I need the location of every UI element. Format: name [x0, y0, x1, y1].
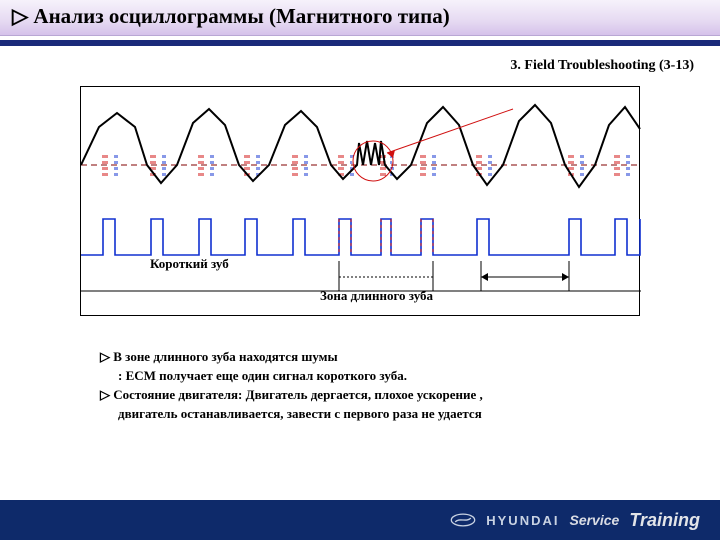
header-rule — [0, 40, 720, 46]
footer-brand: HYUNDAI — [486, 513, 559, 528]
section-subheader: 3. Field Troubleshooting (3-13) — [510, 58, 694, 74]
footer-service: Service — [569, 512, 619, 528]
waveform-svg — [81, 87, 641, 317]
explanation-line: двигатель останавливается, завести с пер… — [118, 405, 640, 424]
footer-logo: HYUNDAI Service Training — [450, 506, 700, 534]
explanation-line: ▷ Состояние двигателя: Двигатель дергает… — [100, 386, 640, 405]
title-bullet: ▷ — [12, 4, 28, 28]
footer-training: Training — [629, 510, 700, 531]
footer-bar: HYUNDAI Service Training — [0, 500, 720, 540]
title-text: Анализ осциллограммы (Магнитного типа) — [33, 4, 449, 28]
waveform-panel — [80, 86, 640, 316]
hyundai-emblem-icon — [450, 512, 476, 528]
explanation-line: ▷ В зоне длинного зуба находятся шумы — [100, 348, 640, 367]
label-long-tooth-zone: Зона длинного зуба — [320, 288, 433, 304]
page-title: ▷ Анализ осциллограммы (Магнитного типа) — [12, 4, 450, 29]
explanation-block: ▷ В зоне длинного зуба находятся шумы: E… — [100, 348, 640, 423]
label-short-tooth: Короткий зуб — [150, 256, 229, 272]
explanation-line: : ECM получает еще один сигнал короткого… — [118, 367, 640, 386]
